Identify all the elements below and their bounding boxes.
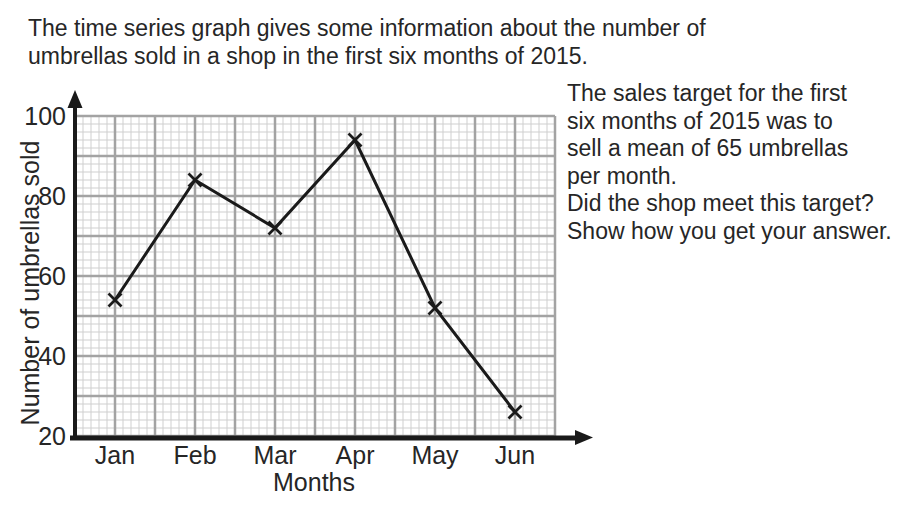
- y-tick-label: 20: [38, 422, 66, 450]
- x-tick-label: Apr: [336, 441, 375, 469]
- y-axis-title: Number of umbrellas sold: [16, 141, 45, 426]
- x-tick-label: Jan: [95, 441, 135, 469]
- x-tick-label: Mar: [253, 441, 296, 469]
- y-tick-label: 100: [24, 102, 66, 130]
- page: The time series graph gives some informa…: [0, 0, 920, 520]
- sales-line-chart: 20406080100JanFebMarAprMayJun: [0, 0, 920, 520]
- x-tick-label: Feb: [173, 441, 216, 469]
- x-tick-label: Jun: [495, 441, 535, 469]
- x-tick-label: May: [411, 441, 459, 469]
- x-axis-arrow-icon: [575, 430, 593, 445]
- x-axis-title: Months: [273, 468, 355, 497]
- y-axis-arrow-icon: [68, 90, 83, 108]
